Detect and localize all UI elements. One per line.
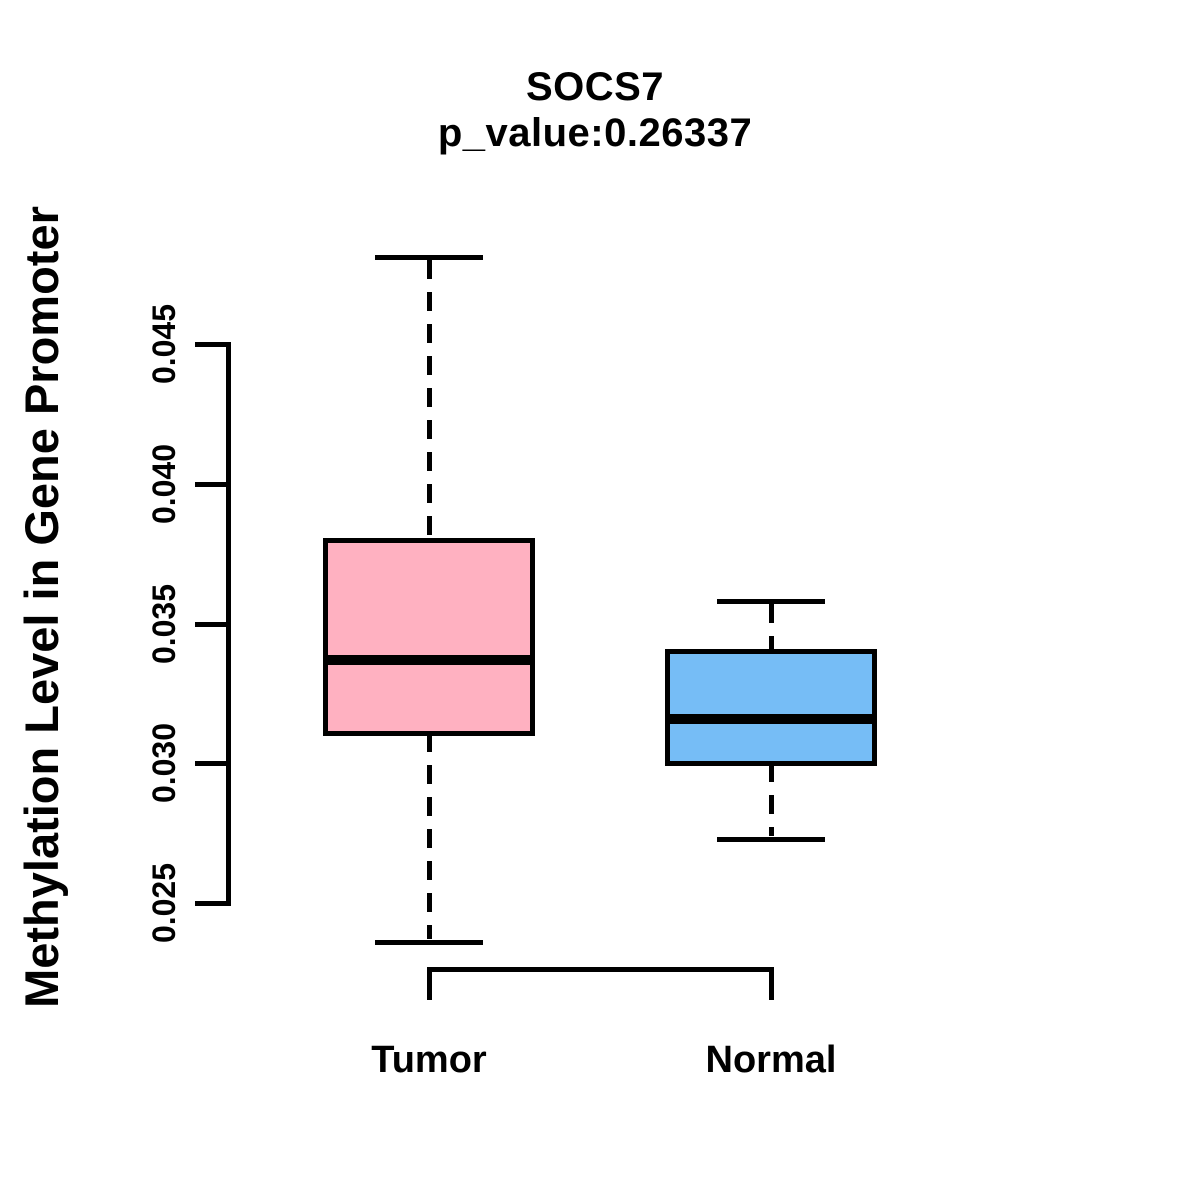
- y-tick: [195, 622, 228, 627]
- median-line: [669, 714, 873, 724]
- median-line: [327, 655, 531, 665]
- y-axis-title: Methylation Level in Gene Promoter: [15, 206, 68, 1008]
- lower-whisker-line: [427, 733, 432, 939]
- upper-whisker-cap: [717, 599, 825, 604]
- title-block: SOCS7 p_value:0.26337: [195, 64, 995, 156]
- iqr-box: [323, 538, 535, 736]
- upper-whisker-cap: [375, 255, 483, 260]
- lower-whisker-line: [769, 763, 774, 836]
- iqr-box: [665, 649, 877, 766]
- lower-whisker-cap: [375, 940, 483, 945]
- x-category-label-tumor: Tumor: [371, 1039, 487, 1081]
- y-tick-label: 0.035: [146, 583, 182, 665]
- y-tick-label: 0.040: [146, 443, 182, 525]
- chart-title: SOCS7: [525, 65, 665, 109]
- y-axis-line: [226, 342, 231, 906]
- x-axis-tick: [769, 967, 774, 1000]
- upper-whisker-line: [769, 604, 774, 651]
- x-axis-line: [429, 967, 771, 972]
- y-tick-label: 0.025: [146, 862, 182, 944]
- y-tick: [195, 901, 228, 906]
- x-category-label-normal: Normal: [705, 1039, 837, 1081]
- lower-whisker-cap: [717, 837, 825, 842]
- y-tick-label: 0.045: [146, 303, 182, 385]
- y-tick: [195, 761, 228, 766]
- chart-subtitle: p_value:0.26337: [437, 111, 753, 155]
- y-tick: [195, 342, 228, 347]
- y-tick-label: 0.030: [146, 722, 182, 804]
- upper-whisker-line: [427, 260, 432, 540]
- x-axis-tick: [427, 967, 432, 1000]
- y-tick: [195, 482, 228, 487]
